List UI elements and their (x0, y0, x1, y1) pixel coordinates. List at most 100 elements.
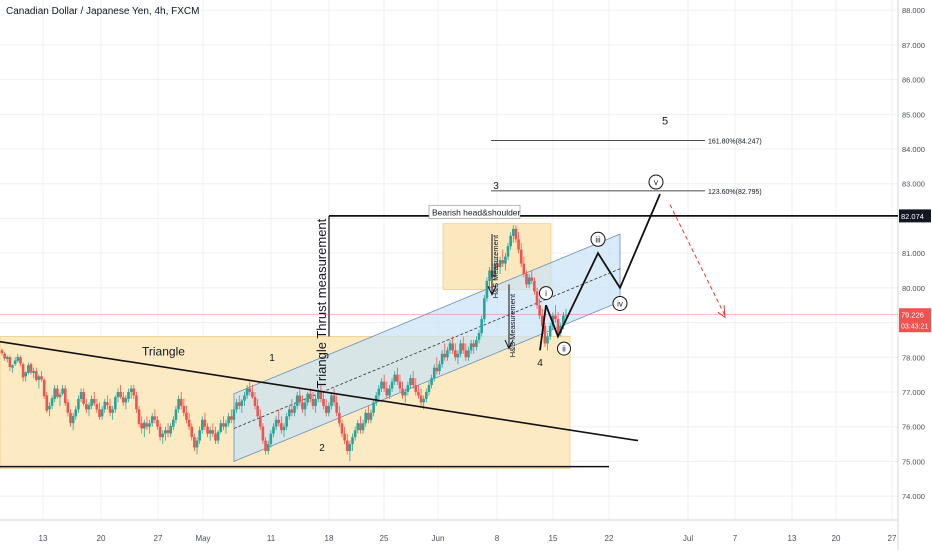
candle-body (169, 426, 172, 434)
candle-body (11, 365, 14, 368)
candle-body (525, 273, 528, 285)
candle-body (427, 385, 431, 392)
candle-body (293, 405, 296, 413)
y-tick-label: 81.000 (902, 249, 925, 258)
candle-body (327, 405, 331, 413)
current-price-tag (899, 308, 931, 333)
candle-body (345, 440, 349, 451)
y-tick-label: 87.000 (902, 41, 925, 50)
candle-body (496, 263, 499, 268)
candle-body (403, 391, 407, 396)
candle-body (406, 385, 410, 392)
y-tick-label: 76.000 (902, 423, 925, 432)
x-tick-label: 20 (832, 534, 841, 543)
candle-body (206, 426, 209, 434)
candle-body (261, 426, 265, 441)
candle-body (443, 353, 447, 358)
countdown-label: 03:43:21 (901, 324, 928, 331)
candle-body (92, 398, 96, 404)
wave-label-2: 2 (319, 443, 325, 454)
candle-body (32, 370, 35, 373)
candle-body (330, 395, 333, 406)
candle-body (343, 433, 346, 441)
candle-body (48, 405, 51, 410)
candle-body (306, 393, 310, 403)
candle-body (34, 371, 38, 380)
sub-wave-v: v (654, 178, 658, 187)
candle-body (364, 412, 368, 424)
candle-body (309, 393, 312, 399)
candle-body (103, 401, 107, 410)
y-tick-label: 77.000 (902, 388, 925, 397)
candle-body (554, 315, 557, 320)
wave-projection-path (539, 193, 661, 351)
candle-body (303, 402, 307, 410)
y-tick-label: 83.000 (902, 180, 925, 189)
candle-body (253, 397, 257, 406)
candle-body (85, 404, 88, 410)
x-tick-label: 7 (733, 534, 738, 543)
resistance-price-label: 82.074 (901, 212, 924, 221)
y-tick-label: 78.000 (902, 353, 925, 362)
candle-body (179, 398, 183, 406)
candle-body (182, 405, 186, 413)
candle-body (322, 398, 325, 406)
candle-body (372, 402, 375, 413)
candle-body (153, 416, 157, 420)
candle-body (382, 381, 386, 389)
candle-body (482, 298, 486, 320)
candle-body (467, 350, 470, 358)
hs-label-box (428, 204, 521, 219)
candle-body (116, 391, 120, 398)
candle-body (311, 398, 315, 406)
candle-body (224, 423, 228, 427)
candle-body (356, 423, 360, 431)
candle-body (214, 433, 217, 441)
candle-body (351, 437, 354, 445)
sub-wave-iv-circle (612, 295, 628, 311)
candle-body (556, 319, 560, 333)
candle-body (148, 423, 151, 427)
thrust-measure-label: Triangle Thrust measurement (314, 218, 329, 388)
candle-body (538, 305, 541, 316)
x-tick-label: 8 (495, 534, 500, 543)
candle-body (511, 228, 515, 236)
candle-body (58, 394, 62, 398)
candle-body (63, 388, 67, 404)
candle-body (127, 391, 130, 399)
x-tick-label: 25 (380, 534, 389, 543)
candle-body (432, 367, 436, 379)
candle-body (13, 360, 17, 365)
candle-body (324, 405, 328, 413)
candle-body (193, 437, 196, 448)
candle-body (440, 353, 444, 365)
x-tick-label: 13 (788, 534, 797, 543)
wave-label-3: 3 (493, 181, 499, 192)
candle-body (129, 388, 133, 392)
candle-body (211, 430, 215, 434)
head-shoulder-box (442, 223, 552, 290)
candle-body (393, 374, 396, 382)
candle-body (514, 228, 518, 240)
candle-body (504, 256, 507, 264)
candle-body (5, 356, 9, 360)
candle-body (285, 416, 288, 427)
candle-body (485, 280, 489, 299)
hs-arrowhead-1 (487, 285, 497, 297)
candle-body (461, 343, 465, 351)
triangle-upper-line (0, 340, 639, 442)
candle-body (540, 315, 544, 327)
bearish-projection-arrowhead (717, 305, 726, 319)
candle-body (50, 398, 54, 406)
candle-body (369, 412, 373, 420)
x-tick-label: 20 (97, 534, 106, 543)
candle-body (227, 416, 230, 424)
candle-body (53, 388, 57, 399)
y-tick-label: 85.000 (902, 110, 925, 119)
candle-body (411, 378, 415, 386)
candle-body (543, 326, 547, 344)
candle-body (282, 426, 286, 431)
candle-body (140, 423, 143, 429)
hs-measure-label-2: H&S Measurement (508, 293, 517, 357)
